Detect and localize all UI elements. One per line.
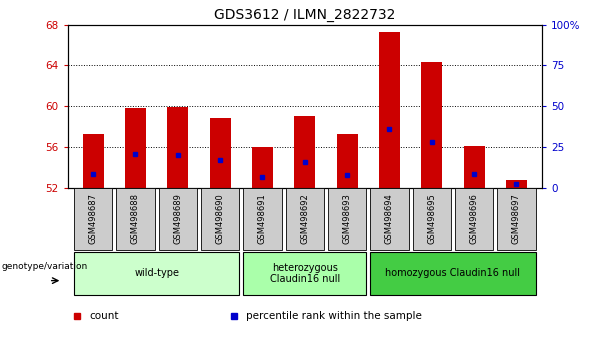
Bar (74, 252, 239, 295)
Bar (252, 147, 273, 188)
Bar (455, 188, 493, 250)
Text: GSM498690: GSM498690 (216, 193, 224, 244)
Bar (413, 188, 451, 250)
Bar (464, 146, 485, 188)
Bar (82, 134, 104, 188)
Bar (328, 188, 366, 250)
Text: GSM498689: GSM498689 (173, 193, 183, 244)
Bar (167, 107, 188, 188)
Title: GDS3612 / ILMN_2822732: GDS3612 / ILMN_2822732 (214, 8, 395, 22)
Text: homozygous Claudin16 null: homozygous Claudin16 null (385, 268, 521, 279)
Bar (506, 181, 527, 188)
Bar (243, 252, 366, 295)
Text: GSM498688: GSM498688 (131, 193, 140, 244)
Bar (74, 188, 112, 250)
Text: genotype/variation: genotype/variation (1, 262, 88, 271)
Bar (370, 188, 409, 250)
Text: GSM498694: GSM498694 (385, 193, 394, 244)
Text: GSM498696: GSM498696 (469, 193, 479, 244)
Bar (286, 188, 324, 250)
Text: GSM498693: GSM498693 (343, 193, 352, 244)
Bar (421, 62, 442, 188)
Bar (117, 188, 154, 250)
Bar (498, 188, 535, 250)
Text: percentile rank within the sample: percentile rank within the sample (246, 312, 421, 321)
Bar (379, 32, 400, 188)
Bar (210, 119, 231, 188)
Text: GSM498691: GSM498691 (258, 193, 267, 244)
Bar (243, 188, 282, 250)
Text: GSM498695: GSM498695 (427, 193, 436, 244)
Bar (370, 252, 535, 295)
Bar (336, 134, 358, 188)
Text: wild-type: wild-type (134, 268, 179, 279)
Bar (125, 108, 146, 188)
Bar (159, 188, 197, 250)
Bar (294, 116, 315, 188)
Text: heterozygous
Claudin16 null: heterozygous Claudin16 null (270, 263, 340, 284)
Text: GSM498697: GSM498697 (512, 193, 521, 244)
Bar (201, 188, 239, 250)
Text: GSM498687: GSM498687 (88, 193, 98, 244)
Text: GSM498692: GSM498692 (300, 193, 309, 244)
Text: count: count (89, 312, 118, 321)
